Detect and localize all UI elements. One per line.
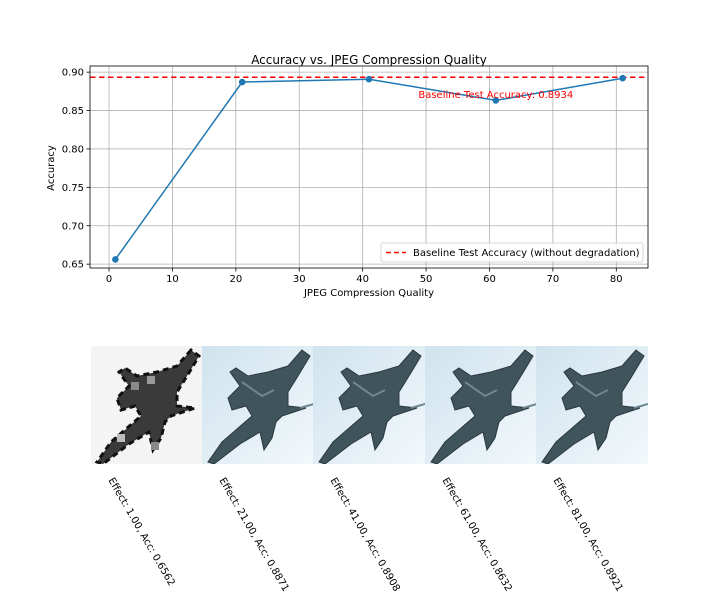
x-tick-label: 30 <box>293 274 306 285</box>
y-axis-label: Accuracy <box>46 145 57 191</box>
x-tick-label: 40 <box>356 274 369 285</box>
x-tick-label: 0 <box>106 274 112 285</box>
thumbnail-caption: Effect: 21.00, Acc: 0.8871 <box>216 476 291 594</box>
data-point <box>492 97 500 104</box>
x-tick-label: 20 <box>229 274 242 285</box>
series-layer <box>112 74 626 263</box>
thumbnail-image <box>536 346 648 464</box>
jet-image <box>313 346 425 464</box>
data-point <box>365 75 373 83</box>
y-tick-label: 0.75 <box>62 183 84 194</box>
y-tick-label: 0.70 <box>62 221 84 232</box>
data-point <box>238 78 246 86</box>
ticks: 0 10 20 30 40 50 60 70 80 0.65 0.70 0.75 0.80 0.85 0.9… <box>62 68 623 285</box>
accuracy-chart: Accuracy vs. JPEG Compression Quality 0 1… <box>46 53 649 299</box>
thumbnail-image <box>91 346 203 464</box>
data-point <box>112 256 119 263</box>
x-tick-label: 10 <box>166 274 179 285</box>
thumbnail-image <box>313 346 425 464</box>
jet-image-pixelated <box>91 346 203 464</box>
thumbnail-image <box>425 346 537 464</box>
x-tick-label: 50 <box>420 274 433 285</box>
thumbnail-caption: Effect: 41.00, Acc: 0.8908 <box>327 476 402 594</box>
baseline-annotation: Baseline Test Accuracy: 0.8934 <box>418 90 573 101</box>
y-tick-label: 0.85 <box>62 106 84 117</box>
jet-image <box>425 346 537 464</box>
series-line <box>114 77 623 260</box>
chart-title: Accuracy vs. JPEG Compression Quality <box>251 53 487 67</box>
x-tick-label: 60 <box>483 274 496 285</box>
thumbnail-caption: Effect: 1.00, Acc: 0.6562 <box>105 476 177 589</box>
thumbnail-caption: Effect: 61.00, Acc: 0.8632 <box>439 476 514 594</box>
jet-image <box>536 346 648 464</box>
jet-image <box>202 346 314 464</box>
y-tick-label: 0.80 <box>62 144 84 155</box>
legend-box <box>380 242 644 263</box>
legend: Baseline Test Accuracy (without degradat… <box>380 242 644 263</box>
thumbnail-image <box>202 346 314 464</box>
legend-label: Baseline Test Accuracy (without degradat… <box>413 248 640 259</box>
thumbnail-caption: Effect: 81.00, Acc: 0.8921 <box>550 476 625 594</box>
y-tick-label: 0.65 <box>62 260 84 271</box>
x-tick-label: 70 <box>547 274 560 285</box>
plot-frame <box>89 65 649 269</box>
y-tick-label: 0.90 <box>62 68 84 79</box>
x-axis-label: JPEG Compression Quality <box>303 288 434 299</box>
data-point <box>619 74 626 82</box>
grid <box>90 66 648 268</box>
x-tick-label: 80 <box>610 274 623 285</box>
